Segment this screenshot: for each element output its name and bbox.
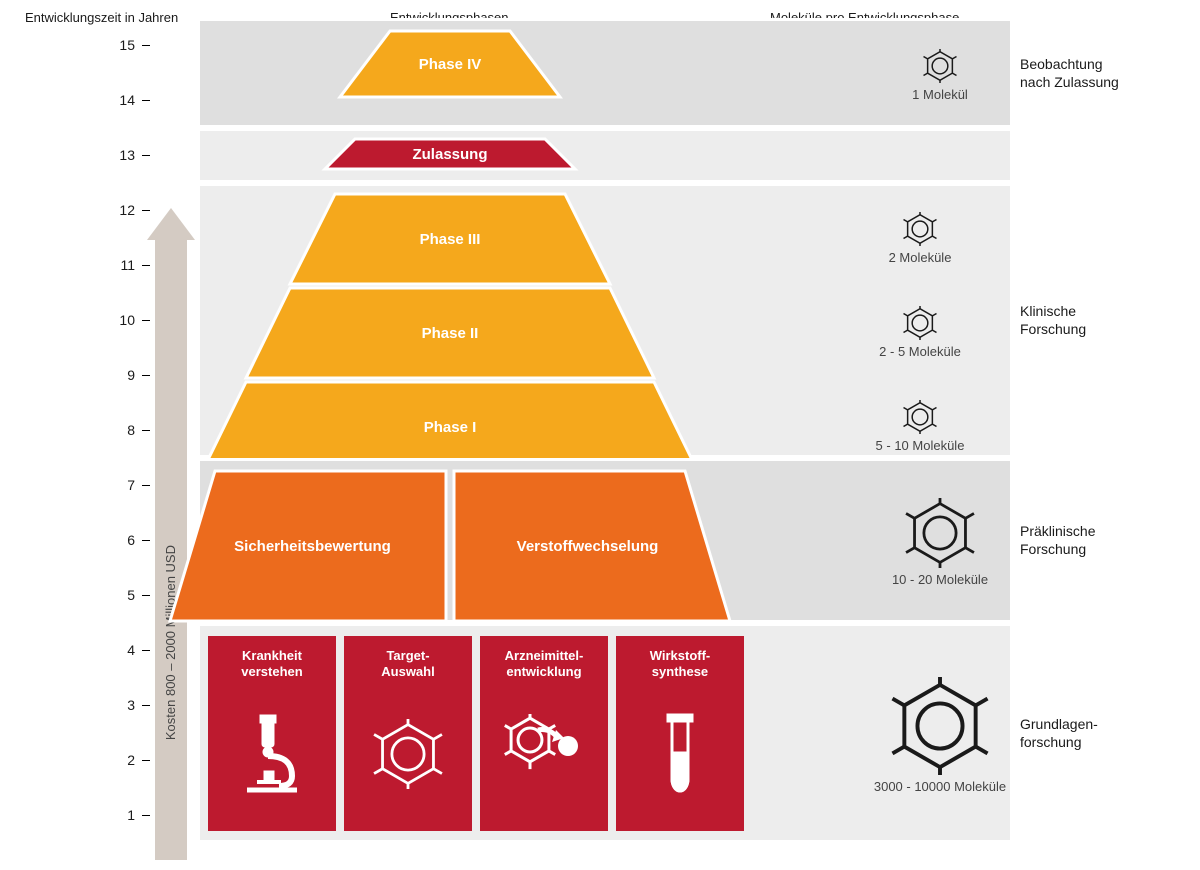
- molecule-icon: [840, 677, 1040, 775]
- phase-band-p4: Phase IV1 Molekül: [200, 18, 1010, 128]
- y-tick-mark: [142, 760, 150, 761]
- research-box-label: Krankheit verstehen: [241, 648, 302, 681]
- y-tick: 6: [75, 532, 135, 548]
- molecule-icon: [840, 49, 1040, 83]
- y-tick-mark: [142, 45, 150, 46]
- trapezoid: Phase IV: [340, 31, 560, 97]
- molecule-indicator: 3000 - 10000 Moleküle: [840, 677, 1040, 794]
- phase-band-zul: Zulassung: [200, 128, 1010, 183]
- y-tick-mark: [142, 100, 150, 101]
- molecule-indicator: 2 - 5 Moleküle: [840, 306, 1000, 359]
- trapezoid-label: Phase IV: [419, 56, 482, 73]
- y-tick-mark: [142, 430, 150, 431]
- molecule-count: 10 - 20 Moleküle: [840, 572, 1040, 587]
- phase-band-clin: Phase III Phase II Phase I 2 Moleküle 2 - 5 …: [200, 183, 1010, 458]
- y-tick: 14: [75, 92, 135, 108]
- molecule-count: 2 - 5 Moleküle: [840, 344, 1000, 359]
- y-tick: 13: [75, 147, 135, 163]
- phase-shapes: Phase III Phase II Phase I: [200, 186, 760, 461]
- trapezoid-label: Zulassung: [412, 146, 487, 163]
- header-left: Entwicklungszeit in Jahren: [25, 10, 178, 25]
- y-tick-mark: [142, 485, 150, 486]
- phase-bands: Phase IV1 MolekülZulassungPhase IIIPhase…: [200, 35, 1010, 860]
- y-tick: 2: [75, 752, 135, 768]
- trapezoid-label: Phase III: [420, 231, 481, 248]
- phase-category-label: Beobachtung nach Zulassung: [1020, 55, 1119, 91]
- y-tick: 10: [75, 312, 135, 328]
- research-box-label: Target- Auswahl: [381, 648, 434, 681]
- phase-category-label: Präklinische Forschung: [1020, 522, 1095, 558]
- y-tick-mark: [142, 320, 150, 321]
- trapezoid: Zulassung: [325, 139, 575, 169]
- research-box: Target- Auswahl: [344, 636, 472, 831]
- molecule-icon: [840, 400, 1000, 434]
- research-box: Krankheit verstehen: [208, 636, 336, 831]
- molecule-count: 5 - 10 Moleküle: [840, 438, 1000, 453]
- molecule-icon: [840, 212, 1000, 246]
- trapezoid: Phase III: [290, 194, 610, 284]
- phase-band-base: Krankheit verstehen Target- Auswahl Arznei…: [200, 623, 1010, 843]
- arrow-head-icon: [147, 208, 195, 240]
- arrow-label: Kosten 800 – 2000 Millionen USD: [163, 545, 178, 740]
- molecule-count: 3000 - 10000 Moleküle: [840, 779, 1040, 794]
- microscope-icon: [237, 690, 307, 819]
- y-axis: 151413121110987654321: [85, 35, 150, 855]
- molecule-indicator: 1 Molekül: [840, 49, 1040, 102]
- trapezoid: Sicherheitsbewertung: [170, 471, 446, 621]
- tube-icon: [660, 690, 700, 819]
- molecule-icon: [840, 306, 1000, 340]
- y-tick-mark: [142, 815, 150, 816]
- trapezoid-label: Phase II: [422, 325, 479, 342]
- molecule-count: 2 Moleküle: [840, 250, 1000, 265]
- research-box-label: Wirkstoff- synthese: [650, 648, 711, 681]
- y-tick: 4: [75, 642, 135, 658]
- molecule-icon: [373, 690, 443, 819]
- infographic-root: Entwicklungszeit in Jahren Entwicklungsp…: [0, 0, 1200, 870]
- phase-shapes: Sicherheitsbewertung Verstoffwechselung: [200, 461, 760, 626]
- y-tick-mark: [142, 265, 150, 266]
- y-tick: 15: [75, 37, 135, 53]
- trapezoid-label: Verstoffwechselung: [517, 538, 659, 555]
- research-box-label: Arzneimittel- entwicklung: [505, 648, 584, 681]
- y-tick-mark: [142, 540, 150, 541]
- molecule-indicator: 5 - 10 Moleküle: [840, 400, 1000, 453]
- phase-category-label: Grundlagen- forschung: [1020, 715, 1098, 751]
- phase-category-label: Klinische Forschung: [1020, 302, 1086, 338]
- y-tick-mark: [142, 155, 150, 156]
- trapezoid-label: Phase I: [424, 419, 477, 436]
- y-tick: 7: [75, 477, 135, 493]
- trapezoid: Verstoffwechselung: [454, 471, 730, 621]
- phase-shapes: Phase IV: [200, 21, 760, 131]
- molecule-indicator: 10 - 20 Moleküle: [840, 498, 1040, 587]
- molecule-arrow-icon: [504, 690, 584, 819]
- molecule-icon: [840, 498, 1040, 568]
- y-tick-mark: [142, 650, 150, 651]
- molecule-count: 1 Molekül: [840, 87, 1040, 102]
- y-tick: 5: [75, 587, 135, 603]
- y-tick: 11: [75, 257, 135, 273]
- y-tick: 8: [75, 422, 135, 438]
- phase-band-pre: SicherheitsbewertungVerstoffwechselung10…: [200, 458, 1010, 623]
- trapezoid-label: Sicherheitsbewertung: [234, 538, 391, 555]
- molecule-indicator: 2 Moleküle: [840, 212, 1000, 265]
- research-box: Arzneimittel- entwicklung: [480, 636, 608, 831]
- y-tick: 9: [75, 367, 135, 383]
- y-tick: 12: [75, 202, 135, 218]
- research-box: Wirkstoff- synthese: [616, 636, 744, 831]
- y-tick-mark: [142, 375, 150, 376]
- y-tick-mark: [142, 705, 150, 706]
- trapezoid: Phase II: [246, 288, 654, 378]
- phase-shapes: Zulassung: [200, 131, 760, 186]
- y-tick: 1: [75, 807, 135, 823]
- y-tick: 3: [75, 697, 135, 713]
- y-tick-mark: [142, 595, 150, 596]
